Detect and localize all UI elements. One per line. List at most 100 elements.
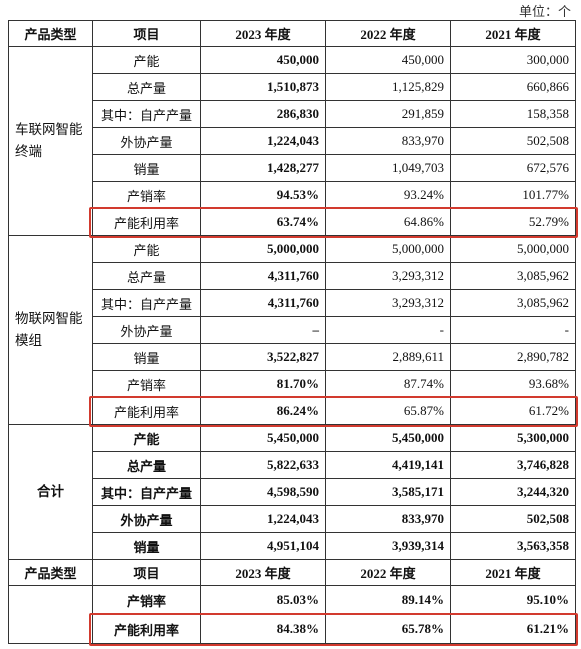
item-cell: 外协产量 [92, 127, 201, 155]
value-cell: 65.78% [325, 614, 451, 644]
value-cell: 85.03% [200, 585, 326, 615]
item-cell: 其中：自产产量 [92, 100, 201, 128]
header-cell: 2023 年度 [200, 20, 326, 47]
value-cell: 660,866 [450, 73, 576, 101]
value-cell: 4,311,760 [200, 262, 326, 290]
data-row: 其中：自产产量 4,598,590 3,585,171 3,244,320 [9, 478, 576, 506]
value-cell: 3,244,320 [450, 478, 576, 506]
value-cell: 2,890,782 [450, 343, 576, 371]
value-cell: – [200, 316, 326, 344]
value-cell: 4,311,760 [200, 289, 326, 317]
data-row: 其中：自产产量 286,830 291,859 158,358 [9, 100, 576, 128]
item-cell: 总产量 [92, 451, 201, 479]
value-cell: 84.38% [200, 614, 326, 644]
summary-row: 产能利用率 84.38% 65.78% 61.21% [9, 614, 576, 644]
value-cell: 65.87% [325, 397, 451, 425]
value-cell: 5,822,633 [200, 451, 326, 479]
value-cell: 3,293,312 [325, 262, 451, 290]
item-cell: 产销率 [92, 181, 201, 209]
value-cell: - [325, 316, 451, 344]
value-cell: 450,000 [200, 46, 326, 74]
item-cell: 销量 [92, 154, 201, 182]
value-cell: 3,563,358 [450, 532, 576, 560]
group-label: 合计 [8, 424, 93, 560]
value-cell: 672,576 [450, 154, 576, 182]
data-row: 产销率 81.70% 87.74% 93.68% [9, 370, 576, 398]
value-cell: 1,428,277 [200, 154, 326, 182]
value-cell: 5,000,000 [200, 235, 326, 263]
data-row: 销量 4,951,104 3,939,314 3,563,358 [9, 532, 576, 560]
data-row: 其中：自产产量 4,311,760 3,293,312 3,085,962 [9, 289, 576, 317]
value-cell: - [450, 316, 576, 344]
value-cell: 3,085,962 [450, 262, 576, 290]
value-cell: 95.10% [450, 585, 576, 615]
item-cell: 产能利用率 [92, 614, 201, 644]
value-cell: 94.53% [200, 181, 326, 209]
value-cell: 450,000 [325, 46, 451, 74]
value-cell: 833,970 [325, 505, 451, 533]
value-cell: 1,224,043 [200, 505, 326, 533]
group-label: 物联网智能模组 [8, 235, 93, 425]
value-cell: 2,889,611 [325, 343, 451, 371]
value-cell: 4,419,141 [325, 451, 451, 479]
data-row: 总产量 4,311,760 3,293,312 3,085,962 [9, 262, 576, 290]
data-row: 合计 产能 5,450,000 5,450,000 5,300,000 [8, 424, 576, 560]
summary-row: 产销率 85.03% 89.14% 95.10% [8, 585, 576, 644]
item-cell: 其中：自产产量 [92, 289, 201, 317]
value-cell: 5,000,000 [450, 235, 576, 263]
value-cell: 64.86% [325, 208, 451, 236]
value-cell: 86.24% [200, 397, 326, 425]
data-row: 外协产量 1,224,043 833,970 502,508 [9, 505, 576, 533]
value-cell: 4,951,104 [200, 532, 326, 560]
item-cell: 总产量 [92, 262, 201, 290]
value-cell: 61.21% [450, 614, 576, 644]
group-label: 车联网智能终端 [8, 46, 93, 236]
value-cell: 5,300,000 [450, 424, 576, 452]
header-cell: 2023 年度 [200, 559, 326, 586]
value-cell: 3,746,828 [450, 451, 576, 479]
data-row: 销量 3,522,827 2,889,611 2,890,782 [9, 343, 576, 371]
data-row: 总产量 1,510,873 1,125,829 660,866 [9, 73, 576, 101]
data-row: 总产量 5,822,633 4,419,141 3,746,828 [9, 451, 576, 479]
value-cell: 1,224,043 [200, 127, 326, 155]
value-cell: 286,830 [200, 100, 326, 128]
value-cell: 1,510,873 [200, 73, 326, 101]
item-cell: 总产量 [92, 73, 201, 101]
value-cell: 3,293,312 [325, 289, 451, 317]
value-cell: 93.24% [325, 181, 451, 209]
value-cell: 5,000,000 [325, 235, 451, 263]
value-cell: 1,049,703 [325, 154, 451, 182]
capacity-table: 产品类型 项目 2023 年度 2022 年度 2021 年度 车联网智能终端 产能 450,… [8, 20, 576, 644]
value-cell: 300,000 [450, 46, 576, 74]
data-row: 外协产量 1,224,043 833,970 502,508 [9, 127, 576, 155]
value-cell: 3,939,314 [325, 532, 451, 560]
value-cell: 833,970 [325, 127, 451, 155]
header-row: 产品类型 项目 2023 年度 2022 年度 2021 年度 [8, 20, 576, 47]
item-cell: 产能 [92, 235, 201, 263]
value-cell: 1,125,829 [325, 73, 451, 101]
data-row: 销量 1,428,277 1,049,703 672,576 [9, 154, 576, 182]
item-cell: 外协产量 [92, 505, 201, 533]
item-cell: 产能利用率 [92, 208, 201, 236]
value-cell: 4,598,590 [200, 478, 326, 506]
data-row: 外协产量 – - - [9, 316, 576, 344]
header-cell: 项目 [92, 559, 201, 586]
value-cell: 502,508 [450, 127, 576, 155]
header-cell: 产品类型 [8, 559, 93, 586]
header-cell: 2022 年度 [325, 559, 451, 586]
header-cell: 产品类型 [8, 20, 93, 47]
value-cell: 502,508 [450, 505, 576, 533]
value-cell: 63.74% [200, 208, 326, 236]
item-cell: 产销率 [92, 585, 201, 615]
value-cell: 5,450,000 [200, 424, 326, 452]
item-cell: 产能 [92, 46, 201, 74]
data-row: 车联网智能终端 产能 450,000 450,000 300,000 [8, 46, 576, 236]
value-cell: 87.74% [325, 370, 451, 398]
header-cell: 2022 年度 [325, 20, 451, 47]
value-cell: 81.70% [200, 370, 326, 398]
item-cell: 产销率 [92, 370, 201, 398]
header-cell: 2021 年度 [450, 20, 576, 47]
item-cell: 产能 [92, 424, 201, 452]
header-row: 产品类型 项目 2023 年度 2022 年度 2021 年度 [8, 559, 576, 586]
